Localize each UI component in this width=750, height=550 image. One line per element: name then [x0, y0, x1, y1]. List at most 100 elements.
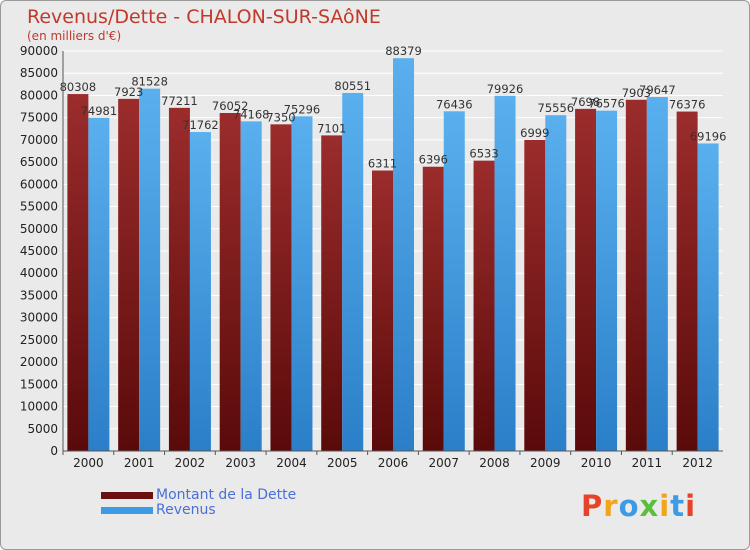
- data-label-dette: 6396: [419, 153, 448, 167]
- bar-dette: [321, 135, 343, 451]
- data-label-revenus: 81528: [131, 75, 168, 89]
- bar-revenus: [393, 58, 414, 452]
- legend-label-dette: Montant de la Dette: [156, 487, 297, 503]
- bar-revenus: [494, 95, 516, 452]
- x-tick-label: 2010: [581, 456, 612, 470]
- x-tick-label: 2000: [73, 456, 104, 470]
- bar-dette: [422, 166, 444, 451]
- data-label-dette: 80308: [60, 80, 97, 94]
- data-label-dette: 6311: [368, 157, 397, 171]
- bar-revenus: [443, 111, 465, 451]
- bar-dette: [118, 98, 140, 451]
- y-tick-label: 65000: [20, 155, 58, 169]
- data-label-dette: 7101: [317, 121, 346, 135]
- data-label-revenus: 76576: [588, 97, 625, 111]
- data-label-dette: 76376: [669, 98, 706, 112]
- data-label-dette: 76052: [212, 99, 249, 113]
- y-tick-label: 20000: [20, 355, 58, 369]
- y-tick-label: 50000: [20, 222, 58, 236]
- bar-revenus: [139, 88, 161, 452]
- y-tick-label: 10000: [20, 400, 58, 414]
- bar-dette: [473, 160, 495, 451]
- proxiti-logo: Proxiti: [581, 489, 696, 523]
- data-label-revenus: 80551: [334, 79, 371, 93]
- legend-swatch-revenus: [101, 506, 153, 514]
- y-tick-label: 45000: [20, 244, 58, 258]
- x-tick-label: 2009: [530, 456, 561, 470]
- data-label-revenus: 74981: [81, 104, 118, 118]
- y-tick-label: 70000: [20, 133, 58, 147]
- bar-dette: [372, 170, 393, 451]
- bar-revenus: [88, 117, 110, 452]
- data-label-revenus: 71762: [182, 118, 219, 132]
- y-tick-label: 25000: [20, 333, 58, 347]
- data-label-revenus: 69196: [690, 129, 727, 143]
- bar-revenus: [596, 110, 618, 451]
- data-label-revenus: 76436: [436, 97, 473, 111]
- y-tick-label: 55000: [20, 200, 58, 214]
- bar-revenus: [646, 97, 668, 451]
- logo-letter: t: [670, 489, 686, 523]
- x-tick-label: 2001: [124, 456, 155, 470]
- logo-letter: x: [639, 489, 660, 523]
- y-tick-label: 5000: [27, 422, 58, 436]
- y-tick-label: 75000: [20, 111, 58, 125]
- data-label-dette: 6533: [469, 147, 498, 161]
- y-tick-label: 60000: [20, 177, 58, 191]
- y-tick-label: 35000: [20, 288, 58, 302]
- y-tick-label: 90000: [20, 44, 58, 58]
- bar-revenus: [189, 132, 211, 451]
- bar-dette: [67, 94, 89, 451]
- data-label-revenus: 75296: [284, 102, 321, 116]
- data-label-dette: 7350: [266, 110, 295, 124]
- x-tick-label: 2006: [378, 456, 409, 470]
- bar-dette: [676, 111, 698, 451]
- axes: 0 5000 10000 15000 20000 25000 30000 35000 40000…: [20, 44, 723, 470]
- logo-letter: i: [659, 489, 671, 523]
- data-label-dette: 7903: [622, 86, 651, 100]
- bar-dette: [219, 112, 241, 451]
- data-label-revenus: 74168: [233, 107, 270, 121]
- data-label-dette: 7923: [114, 85, 143, 99]
- legend-swatch-dette: [101, 491, 153, 499]
- bar-dette: [168, 107, 190, 451]
- logo-letter: r: [603, 489, 619, 523]
- bar-dette: [270, 124, 292, 451]
- bar-dette: [524, 139, 546, 451]
- data-labels: 8030874981792381528772117176276052741687…: [60, 44, 727, 170]
- legend-label-revenus: Revenus: [156, 502, 216, 518]
- x-tick-label: 2005: [327, 456, 358, 470]
- x-tick-label: 2004: [276, 456, 307, 470]
- y-tick-label: 80000: [20, 88, 58, 102]
- chart-subtitle: (en milliers d'€): [27, 29, 122, 43]
- y-tick-label: 30000: [20, 311, 58, 325]
- x-tick-label: 2011: [632, 456, 663, 470]
- data-label-dette: 7698: [571, 95, 600, 109]
- y-tick-label: 40000: [20, 266, 58, 280]
- y-tick-label: 85000: [20, 66, 58, 80]
- bars: [67, 58, 719, 452]
- x-tick-label: 2003: [225, 456, 256, 470]
- bar-revenus: [291, 116, 313, 452]
- legend-item-revenus: Revenus: [101, 502, 216, 518]
- y-tick-label: 15000: [20, 377, 58, 391]
- bar-revenus: [240, 121, 262, 451]
- logo-letter: P: [581, 489, 604, 523]
- x-tick-label: 2002: [175, 456, 206, 470]
- x-tick-label: 2012: [682, 456, 713, 470]
- data-label-revenus: 88379: [385, 44, 422, 58]
- legend-item-dette: Montant de la Dette: [101, 487, 296, 503]
- x-tick-label: 2008: [479, 456, 510, 470]
- bar-revenus: [697, 143, 719, 451]
- data-label-revenus: 75556: [538, 101, 575, 115]
- y-tick-label: 0: [50, 444, 58, 458]
- data-label-dette: 6999: [520, 126, 549, 140]
- bar-revenus: [545, 115, 567, 451]
- data-label-dette: 77211: [161, 94, 198, 108]
- bar-revenus: [342, 92, 364, 452]
- bar-dette: [625, 99, 647, 451]
- chart-title: Revenus/Dette - CHALON-SUR-SAôNE: [27, 6, 381, 28]
- logo-letter: o: [618, 489, 640, 523]
